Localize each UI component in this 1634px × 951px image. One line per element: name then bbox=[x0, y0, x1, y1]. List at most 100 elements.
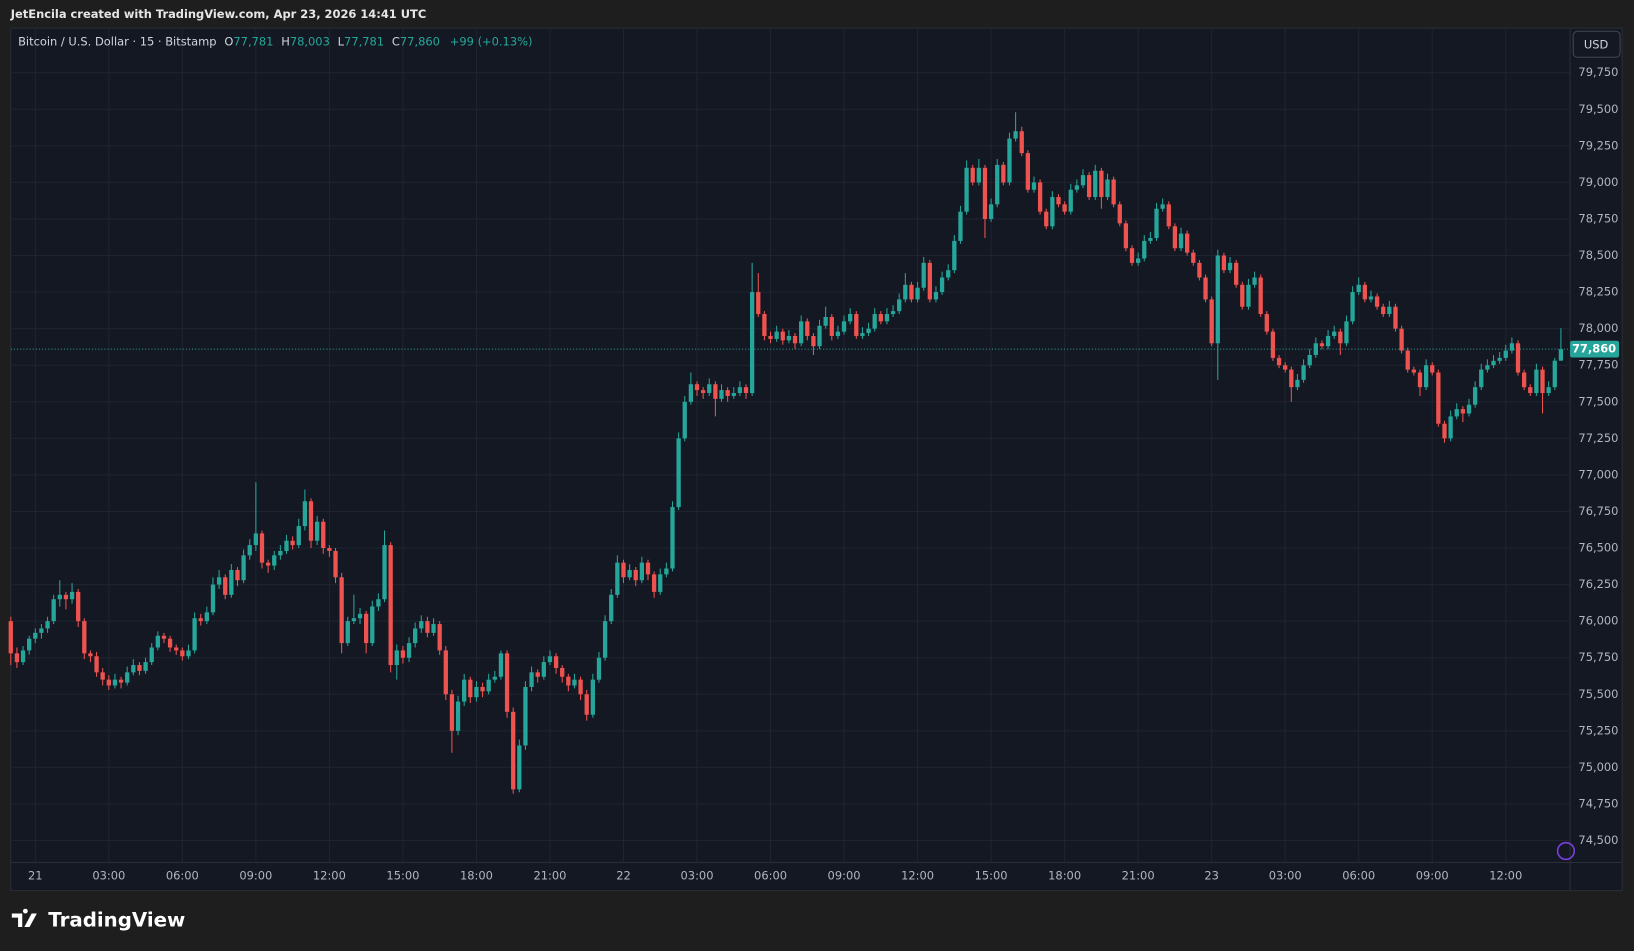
candle-body bbox=[1160, 204, 1165, 209]
y-tick-label: 77,500 bbox=[1578, 394, 1618, 408]
candle-body bbox=[651, 574, 657, 592]
candle-body bbox=[1552, 360, 1557, 388]
candle-body bbox=[1105, 179, 1110, 198]
candle-body bbox=[970, 167, 975, 183]
candle-body bbox=[511, 711, 516, 790]
candle-body bbox=[609, 594, 614, 622]
candle-body bbox=[180, 650, 185, 657]
y-tick-label: 77,000 bbox=[1578, 467, 1618, 481]
candle-body bbox=[1485, 365, 1490, 370]
close-key: C bbox=[392, 34, 400, 48]
candle-body bbox=[872, 314, 877, 329]
candle-body bbox=[737, 387, 743, 394]
x-tick-label: 09:00 bbox=[1416, 869, 1449, 883]
candle-body bbox=[1338, 331, 1343, 344]
candle-body bbox=[768, 335, 773, 339]
candle-body bbox=[805, 321, 810, 336]
candle-body bbox=[143, 662, 148, 671]
candle-body bbox=[1405, 350, 1410, 370]
candle-body bbox=[670, 507, 675, 569]
currency-label[interactable]: USD bbox=[1584, 37, 1609, 51]
candle-body bbox=[1050, 197, 1055, 227]
candle-body bbox=[1019, 131, 1024, 154]
candle-body bbox=[1013, 131, 1018, 139]
candle-body bbox=[590, 679, 595, 715]
candle-body bbox=[1074, 185, 1080, 190]
candle-body bbox=[1344, 321, 1349, 344]
candle-body bbox=[1246, 284, 1251, 307]
currency-button[interactable] bbox=[1572, 30, 1621, 58]
y-tick-label: 78,750 bbox=[1578, 211, 1618, 225]
x-tick-label: 15:00 bbox=[386, 869, 419, 883]
candle-body bbox=[1497, 357, 1502, 361]
candle-body bbox=[1295, 379, 1300, 388]
candle-body bbox=[988, 204, 994, 219]
candle-body bbox=[1111, 179, 1116, 205]
candle-body bbox=[486, 679, 491, 692]
candle-body bbox=[750, 292, 755, 394]
candle-body bbox=[1546, 387, 1551, 394]
candle-body bbox=[523, 686, 528, 746]
candle-body bbox=[198, 618, 203, 622]
candle-body bbox=[1362, 284, 1367, 300]
candle-body bbox=[1025, 153, 1031, 190]
x-tick-label: 06:00 bbox=[1342, 869, 1375, 883]
candle-body bbox=[621, 562, 626, 578]
caption: JetEncila created with TradingView.com, … bbox=[10, 7, 426, 21]
candle-body bbox=[688, 384, 694, 402]
open-key: O bbox=[224, 34, 233, 48]
candle-body bbox=[792, 335, 798, 344]
x-tick-label: 12:00 bbox=[901, 869, 934, 883]
assistant-icon[interactable] bbox=[1556, 841, 1576, 861]
candle-body bbox=[1472, 387, 1478, 405]
candle-body bbox=[835, 331, 841, 336]
candle-body bbox=[1215, 255, 1220, 344]
candle-body bbox=[1307, 354, 1312, 366]
candle-body bbox=[664, 568, 669, 575]
candle-body bbox=[406, 643, 412, 658]
candle-body bbox=[848, 314, 853, 322]
candle-body bbox=[112, 679, 118, 686]
candle-body bbox=[909, 284, 914, 300]
candle-body bbox=[1534, 369, 1539, 394]
candle-body bbox=[1031, 182, 1037, 190]
candle-body bbox=[443, 650, 448, 695]
candle-body bbox=[780, 331, 785, 341]
candle-body bbox=[431, 624, 436, 633]
candle-body bbox=[1154, 208, 1159, 238]
candle-body bbox=[560, 667, 565, 677]
candle-body bbox=[1454, 409, 1459, 417]
candle-body bbox=[167, 638, 173, 648]
candle-body bbox=[216, 577, 222, 585]
candle-body bbox=[1142, 240, 1147, 259]
high-value: 78,003 bbox=[290, 34, 330, 48]
candle-body bbox=[811, 335, 816, 347]
x-tick-label: 12:00 bbox=[1489, 869, 1522, 883]
candle-body bbox=[480, 686, 485, 692]
close-value: 77,860 bbox=[400, 34, 440, 48]
candle-body bbox=[27, 638, 32, 651]
axes: 74,500 74,750 75,000 75,250 75,500 75,750 76,0… bbox=[28, 65, 1620, 883]
candle-body bbox=[1252, 277, 1257, 285]
candle-body bbox=[376, 599, 381, 607]
candle-body bbox=[1350, 292, 1355, 322]
candle-body bbox=[1430, 365, 1435, 373]
candle-body bbox=[1319, 343, 1325, 347]
last-price-label: 77,860 bbox=[1572, 342, 1616, 356]
candle-body bbox=[658, 574, 663, 592]
y-tick-label: 76,750 bbox=[1578, 504, 1618, 518]
y-tick-label: 74,500 bbox=[1578, 833, 1618, 847]
candle-body bbox=[829, 316, 834, 336]
candle-body bbox=[1509, 343, 1515, 351]
candle-body bbox=[14, 653, 20, 663]
candle-body bbox=[596, 657, 602, 680]
candle-body bbox=[1093, 170, 1098, 198]
candle-body bbox=[51, 599, 56, 622]
candle-body bbox=[345, 621, 350, 644]
candle-body bbox=[1037, 182, 1043, 212]
candle-body bbox=[823, 316, 828, 326]
candle-body bbox=[155, 635, 160, 648]
y-tick-label: 75,000 bbox=[1578, 760, 1618, 774]
candle-body bbox=[33, 632, 38, 639]
